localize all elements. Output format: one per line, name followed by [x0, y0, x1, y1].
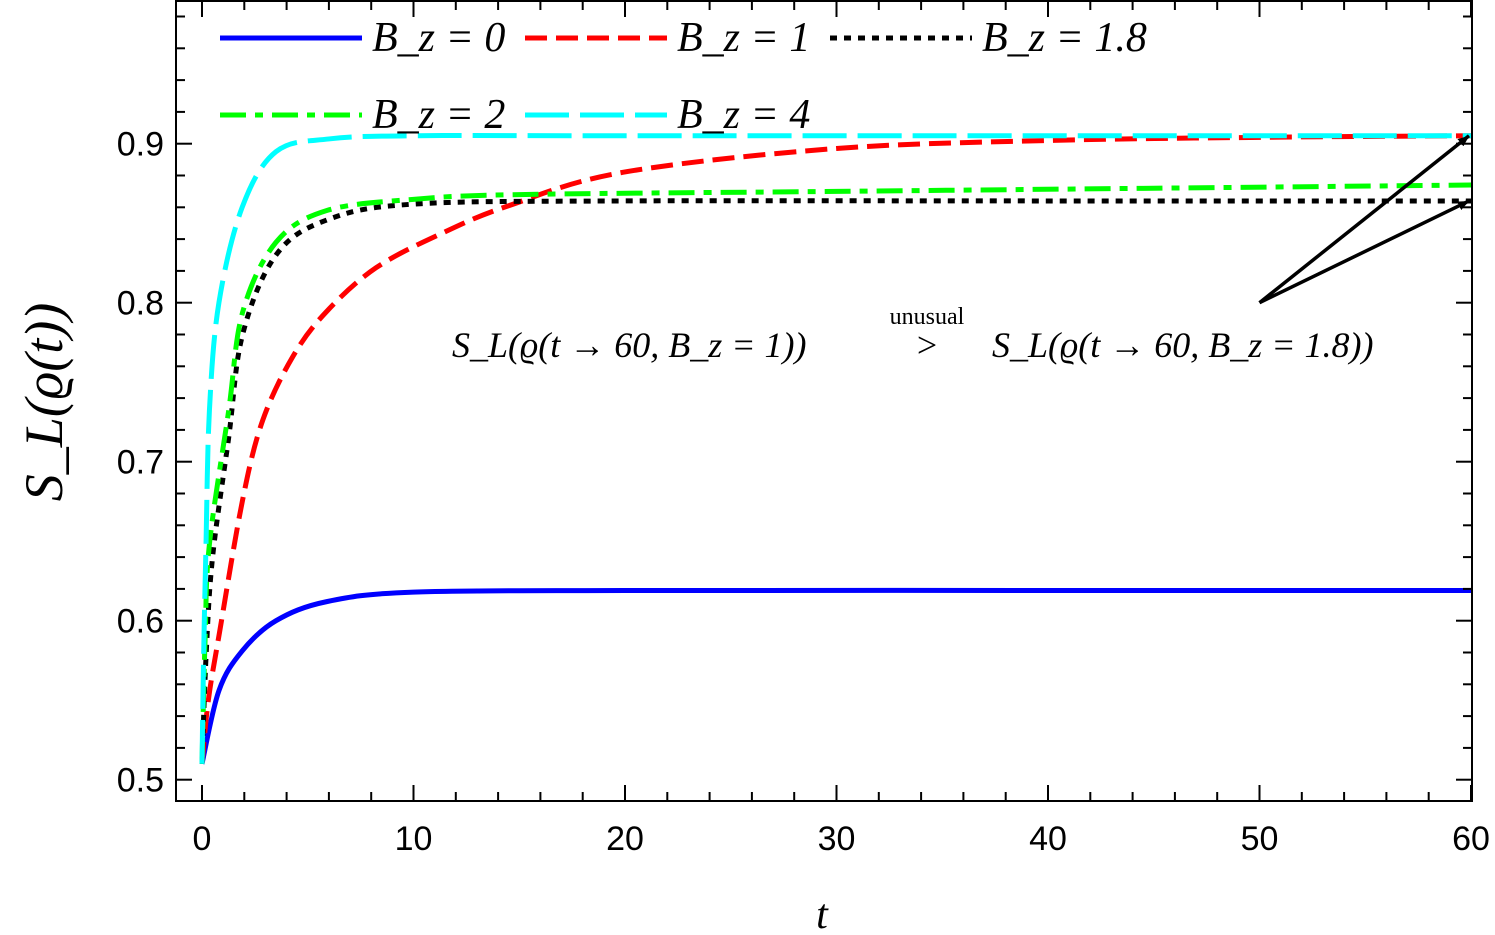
x-tick-label: 0 — [193, 820, 212, 858]
series-line-4 — [199, 133, 1471, 764]
y-axis-label: S_L(ϱ(t)) — [14, 303, 74, 501]
annotation-arrow-1 — [1258, 199, 1470, 305]
annotation: S_L(ϱ(t → 60, B_z = 1)) unusual > S_L(ϱ(… — [452, 134, 1471, 365]
annotation-relation-label: unusual — [890, 304, 965, 330]
legend-label-1: B_z = 1 — [677, 15, 810, 61]
legend: B_z = 0 B_z = 1 B_z = 1.8 B_z = 2 B_z = 4 — [220, 15, 1147, 138]
x-tick-label: 60 — [1452, 820, 1490, 858]
annotation-right: S_L(ϱ(t → 60, B_z = 1.8)) — [992, 325, 1374, 365]
series-line-0 — [199, 587, 1471, 765]
x-tick-label: 50 — [1241, 820, 1279, 858]
y-tick-label: 0.8 — [117, 285, 164, 323]
x-axis-label: t — [816, 892, 829, 935]
series-line-3 — [199, 182, 1472, 764]
legend-label-0: B_z = 0 — [372, 15, 505, 61]
x-tick-label: 20 — [606, 820, 644, 858]
legend-label-4: B_z = 4 — [677, 92, 810, 138]
series-line-1 — [199, 133, 1472, 765]
y-tick-label: 0.6 — [117, 603, 164, 641]
annotation-left: S_L(ϱ(t → 60, B_z = 1)) — [452, 325, 807, 365]
y-tick-label: 0.9 — [117, 126, 164, 164]
annotation-relation: > — [917, 325, 937, 365]
x-tick-label: 40 — [1029, 820, 1067, 858]
legend-label-2: B_z = 1.8 — [982, 15, 1147, 61]
axis-ticks: 0 10 20 30 40 50 60 0.5 0.6 0.7 0.8 0.9 — [117, 1, 1490, 858]
x-tick-label: 30 — [818, 820, 856, 858]
series-line-2 — [199, 198, 1471, 764]
y-tick-label: 0.5 — [117, 762, 164, 800]
y-tick-label: 0.7 — [117, 444, 164, 482]
series-layer — [199, 133, 1472, 765]
annotation-arrow-0 — [1258, 134, 1471, 305]
legend-label-3: B_z = 2 — [372, 92, 505, 138]
x-tick-label: 10 — [395, 820, 433, 858]
plot-frame — [175, 0, 1473, 802]
